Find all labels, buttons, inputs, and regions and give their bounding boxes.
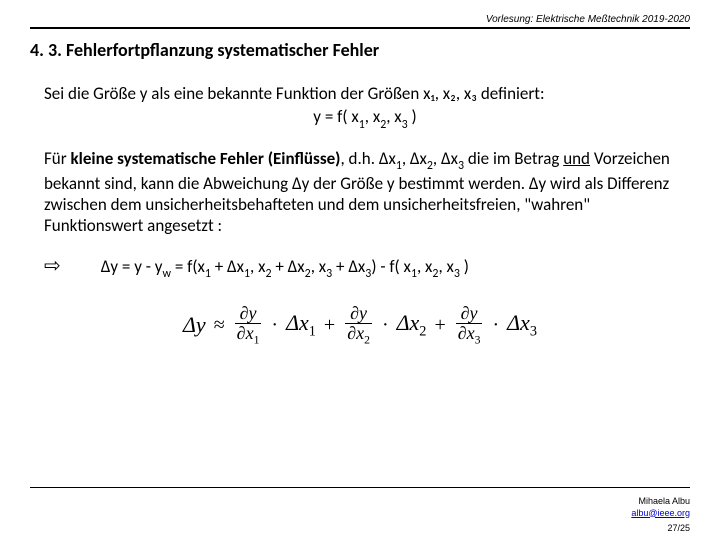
body-text: Sei die Größe y als eine bekannte Funkti… — [30, 83, 690, 237]
partial-formula: Δy≈ ∂y∂x1 ·Δx1 + ∂y∂x2 ·Δx2 + ∂y∂x3 ·Δx3 — [30, 304, 690, 347]
footer: Mihaela Albu albu@ieee.org 27/25 — [631, 496, 690, 534]
eq-def-line: y = f( x1, x2, x3 ) — [44, 106, 686, 131]
bottom-rule — [30, 487, 690, 488]
slide-page: Vorlesung: Elektrische Meßtechnik 2019-2… — [0, 0, 720, 540]
author-email: albu@ieee.org — [631, 508, 690, 519]
top-rule — [30, 27, 690, 29]
para-main: Für kleine systematische Fehler (Einflüs… — [44, 148, 686, 237]
course-header: Vorlesung: Elektrische Meßtechnik 2019-2… — [30, 10, 690, 27]
text-intro: Sei die Größe y als eine bekannte Funkti… — [44, 83, 545, 104]
section-title: 4. 3. Fehlerfortpflanzung systematischer… — [30, 39, 690, 61]
page-number: 27/25 — [631, 523, 690, 534]
para-intro: Sei die Größe y als eine bekannte Funkti… — [44, 83, 686, 132]
author-name: Mihaela Albu — [631, 496, 690, 507]
delta-eq-row: ⇨ Δy = y - yw = f(x1 + Δx1, x2 + Δx2, x3… — [30, 253, 690, 280]
arrow-icon: ⇨ — [44, 253, 61, 278]
delta-eq-inline: Δy = y - yw = f(x1 + Δx1, x2 + Δx2, x3 +… — [101, 256, 469, 280]
